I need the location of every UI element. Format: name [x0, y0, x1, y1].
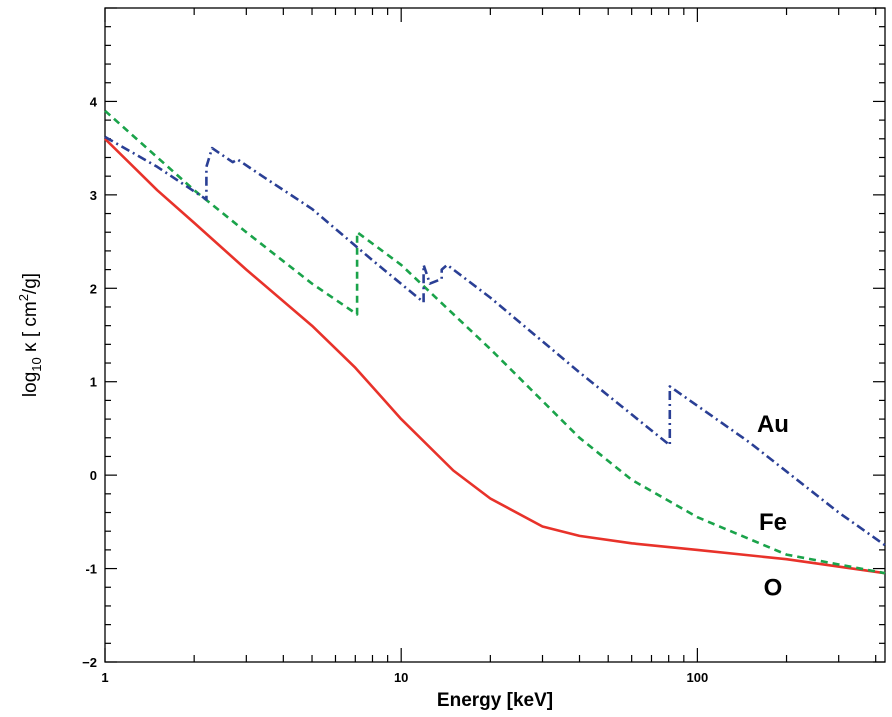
series-label-fe: Fe: [759, 509, 787, 536]
x-tick-label: 1: [101, 670, 108, 685]
y-axis-title-superscript: 2: [16, 294, 31, 301]
y-axis-title-middle: κ [ cm: [20, 301, 41, 357]
y-axis-ticks: −2 -1 0 1 2 3 4: [82, 7, 885, 670]
series-labels: O Fe Au: [757, 411, 789, 602]
y-tick-label: 1: [90, 375, 97, 390]
x-tick-label: 10: [394, 670, 408, 685]
series-label-o: O: [764, 574, 783, 601]
series-line-au: [104, 135, 886, 547]
y-tick-label: 4: [90, 94, 98, 109]
series-line-o: [104, 137, 886, 575]
y-tick-label: 2: [90, 281, 97, 296]
series-line-fe: [104, 109, 886, 575]
y-tick-label: 0: [90, 468, 97, 483]
y-tick-label: -1: [85, 562, 97, 577]
y-tick-label: 3: [90, 188, 97, 203]
x-axis-title: Energy [keV]: [437, 690, 553, 711]
series-layer: [104, 109, 886, 575]
y-axis-title: log10 κ [ cm2/g]: [16, 273, 44, 397]
y-axis-title-prefix: log: [20, 372, 41, 397]
x-tick-label: 100: [687, 670, 709, 685]
y-axis-title-subscript: 10: [29, 357, 44, 371]
y-axis-title-suffix: /g]: [20, 273, 41, 294]
x-axis-ticks: 1 10 100: [101, 8, 877, 685]
series-label-au: Au: [757, 411, 789, 438]
plot-frame: [104, 7, 886, 663]
y-tick-label: −2: [82, 655, 97, 670]
